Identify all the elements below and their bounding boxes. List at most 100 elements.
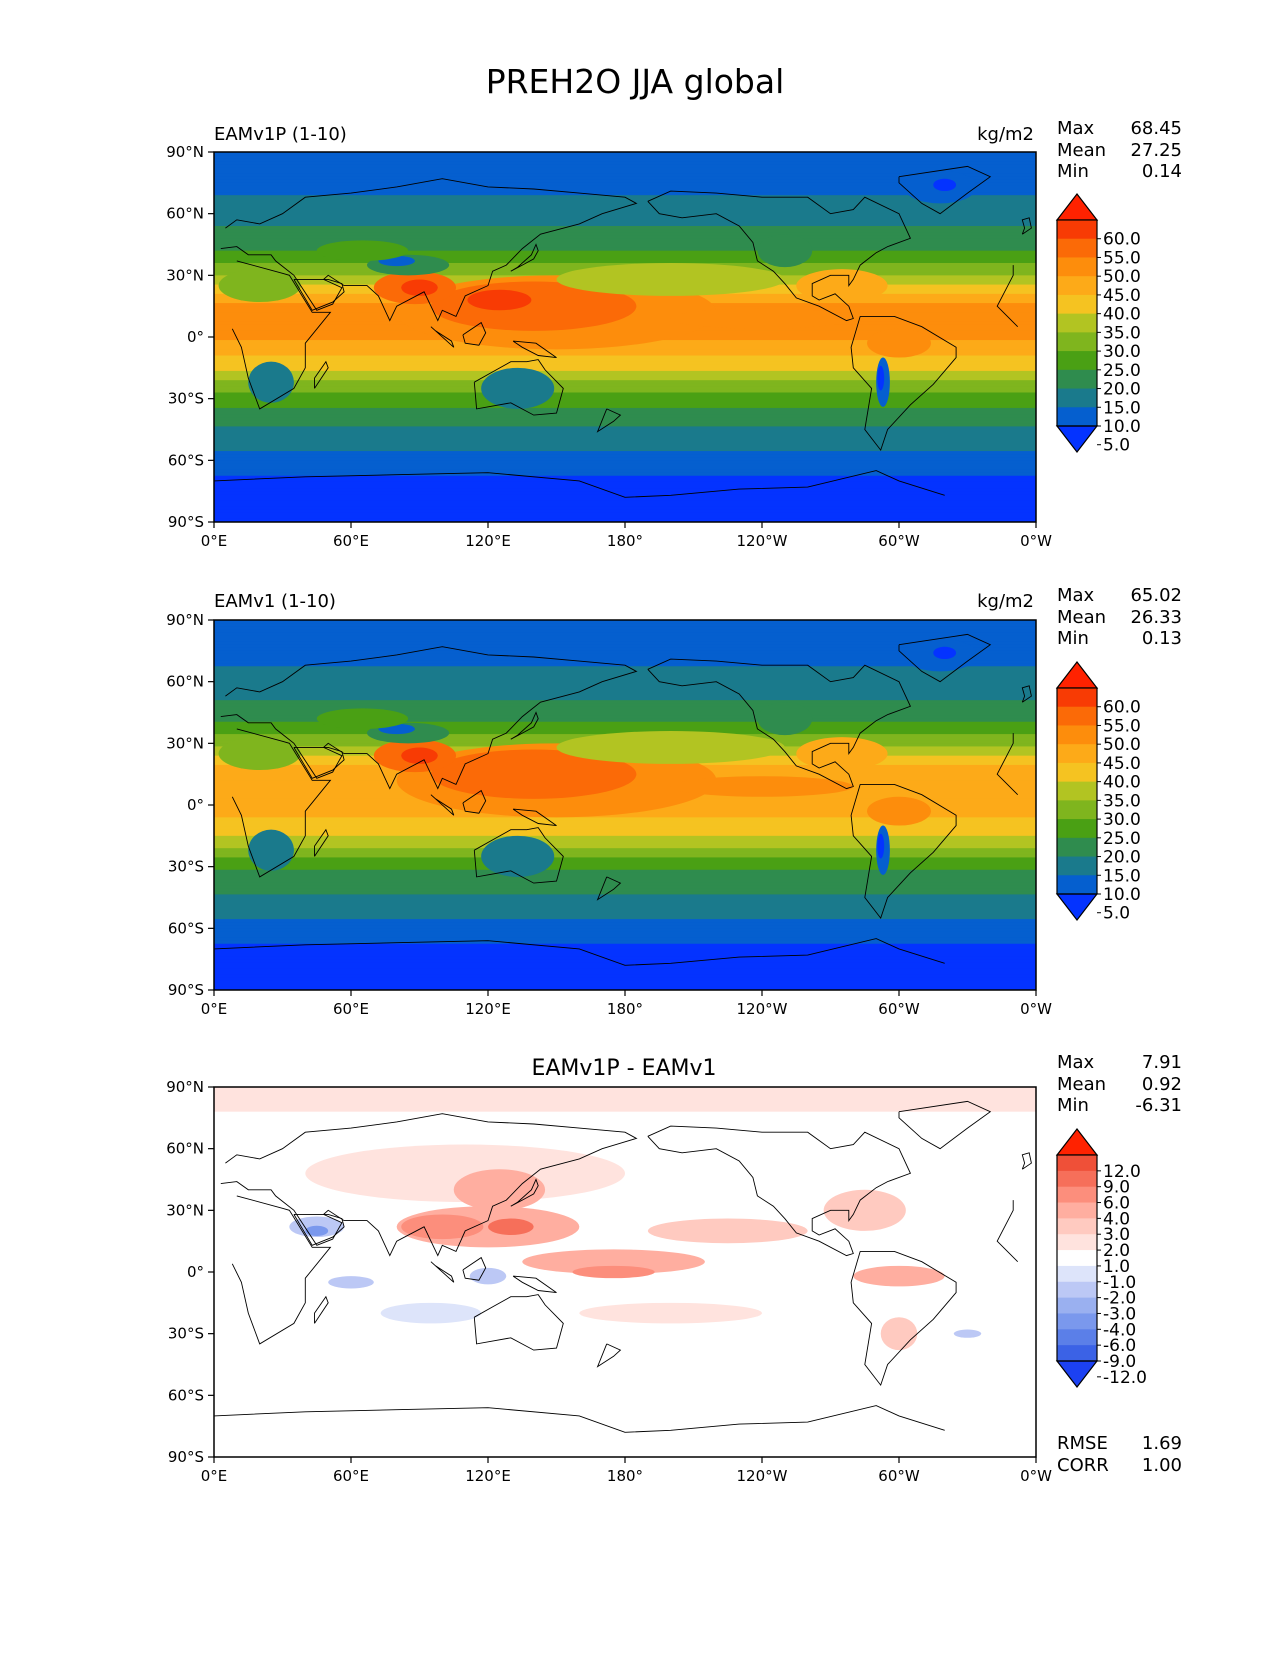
pacific-itcz-positive (522, 1249, 705, 1275)
panel-3: EAMv1P - EAMv1 0°E 60°E 120°E 180° 120°W 60°W… (166, 1052, 1182, 1485)
coastline (462, 321, 487, 346)
zonal-band (214, 888, 1036, 892)
colorbar-label: -4.0 (1103, 1320, 1136, 1340)
zonal-band (214, 697, 1036, 701)
indian-ocean-negative (328, 1276, 374, 1289)
zonal-band (214, 906, 1036, 911)
zonal-band (214, 454, 1036, 458)
zonal-band (214, 626, 1036, 630)
zonal-band (214, 866, 1036, 871)
panel-2-units: kg/m2 (977, 591, 1034, 612)
zonal-band (214, 235, 1036, 239)
zonal-band (214, 869, 1036, 874)
zonal-band (214, 204, 1036, 209)
colorbar-segment (1057, 351, 1097, 371)
zonal-band (214, 675, 1036, 680)
zonal-band (214, 485, 1036, 489)
zonal-band (214, 503, 1036, 508)
zonal-band (214, 706, 1036, 711)
y-tick-label: 60°S (168, 451, 204, 469)
y-tick-label: 30°N (166, 1201, 204, 1219)
stat-min-label: Min (1057, 628, 1089, 649)
zonal-band (214, 195, 1036, 199)
greenland-core (933, 178, 957, 192)
stat-mean-label: Mean (1057, 1074, 1106, 1095)
zonal-band (214, 962, 1036, 966)
coastline (462, 789, 487, 814)
zonal-band (214, 213, 1036, 218)
coastline (473, 827, 564, 884)
zonal-band (214, 882, 1036, 886)
rockies-dry (757, 702, 813, 736)
colorbar-label: -6.0 (1103, 1336, 1136, 1356)
zonal-band (214, 155, 1036, 159)
x-tick-label: 0°E (201, 1000, 228, 1018)
australia-dry (481, 835, 555, 877)
zonal-band (214, 222, 1036, 227)
zonal-band (214, 395, 1036, 400)
zonal-band (214, 216, 1036, 221)
zonal-band (214, 161, 1036, 165)
zonal-band (214, 660, 1036, 664)
amazon-positive (853, 1265, 945, 1287)
colorbar-outline (1056, 687, 1098, 895)
y-tick-label: 90°N (166, 611, 204, 629)
zonal-band (214, 727, 1036, 732)
north-pacific-tongue (556, 263, 785, 296)
zonal-band (214, 623, 1036, 627)
zonal-band (214, 977, 1036, 982)
colorbar-segment (1057, 332, 1097, 352)
colorbar-segment (1057, 819, 1097, 839)
coastline (596, 408, 622, 433)
zonal-band (214, 943, 1036, 948)
warm-pool-peak (467, 289, 532, 311)
colorbar-label: 50.0 (1103, 735, 1141, 755)
x-tick-label: 180° (607, 1467, 643, 1485)
zonal-band (214, 919, 1036, 923)
colorbar-segment (1057, 875, 1097, 895)
zonal-band (214, 358, 1036, 363)
zonal-band (214, 620, 1036, 624)
y-tick-label: 60°S (168, 1386, 204, 1404)
x-tick-label: 60°E (333, 1467, 369, 1485)
stat-mean-value: 26.33 (1130, 607, 1182, 628)
colorbar-outline (1056, 1154, 1098, 1362)
zonal-band (214, 244, 1036, 249)
colorbar-outline (1056, 219, 1098, 427)
x-tick-label: 180° (607, 532, 643, 550)
stat-max-label: Max (1057, 585, 1095, 606)
colorbar-label: -12.0 (1103, 1368, 1147, 1388)
rockies-dry (757, 234, 813, 268)
zonal-band (214, 835, 1036, 840)
zonal-band (214, 638, 1036, 643)
coastline (430, 794, 455, 816)
zonal-band (214, 872, 1036, 877)
zonal-band (214, 364, 1036, 369)
zonal-band (214, 832, 1036, 837)
zonal-band (214, 469, 1036, 474)
zonal-band (214, 715, 1036, 720)
zonal-band (214, 820, 1036, 825)
zonal-band (214, 478, 1036, 483)
colorbar-label: -2.0 (1103, 1289, 1136, 1309)
coastline (314, 360, 329, 389)
zonal-band (214, 441, 1036, 446)
zonal-band (214, 383, 1036, 387)
zonal-band (214, 392, 1036, 397)
stat-min-value: -6.31 (1135, 1095, 1182, 1116)
east-pacific-itcz (670, 776, 854, 797)
zonal-band (214, 721, 1036, 726)
zonal-band (214, 949, 1036, 954)
zonal-band (214, 497, 1036, 502)
corr-label: CORR (1057, 1455, 1109, 1476)
sahara (218, 269, 301, 303)
colorbar-segment (1057, 1297, 1097, 1315)
zonal-band (214, 641, 1036, 646)
colorbar-label: 60.0 (1103, 698, 1141, 718)
colorbar-extend-min (1055, 893, 1099, 921)
zonal-band (214, 934, 1036, 939)
colorbar-segment (1057, 238, 1097, 259)
zonal-band (214, 672, 1036, 677)
zonal-band (214, 346, 1036, 350)
zonal-band (214, 238, 1036, 243)
